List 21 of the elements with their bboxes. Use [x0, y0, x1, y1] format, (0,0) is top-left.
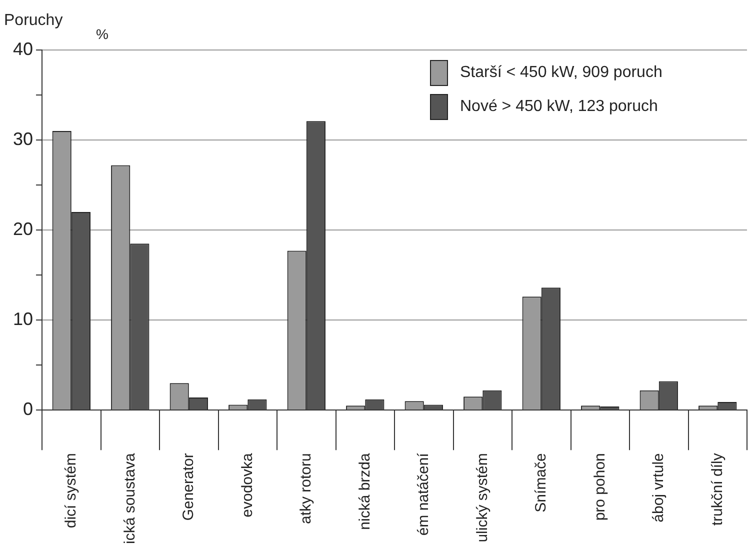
x-tick-label: ém natáčení	[415, 452, 432, 536]
legend-label: Nové > 450 kW, 123 poruch	[460, 98, 658, 116]
y-tick-label: 10	[12, 309, 34, 330]
y-axis-title: Poruchy	[4, 12, 63, 30]
y-tick-label: 0	[23, 399, 34, 420]
x-tick-label: ická soustava	[121, 452, 138, 544]
x-tick-label: dicí systém	[62, 453, 80, 528]
legend-label: Starší < 450 kW, 909 poruch	[460, 64, 662, 82]
x-tick-label: trukční díly	[708, 452, 726, 526]
x-tick-label: evodovka	[238, 452, 256, 518]
x-tick-label: nická brzda	[356, 452, 374, 530]
x-tick-label: pro pohon	[591, 453, 608, 521]
x-tick-label: áboj vrtule	[650, 453, 668, 522]
y-tick-label: 20	[12, 219, 34, 240]
x-tick-label: atky rotoru	[298, 453, 315, 524]
x-tick-label: ulický systém	[474, 453, 491, 542]
y-tick-label: 30	[12, 129, 34, 149]
x-tick-label: Snímače	[532, 453, 550, 512]
y-tick-label: 40	[12, 38, 34, 59]
x-tick-label: Generator	[180, 453, 198, 521]
text: %	[96, 26, 108, 42]
